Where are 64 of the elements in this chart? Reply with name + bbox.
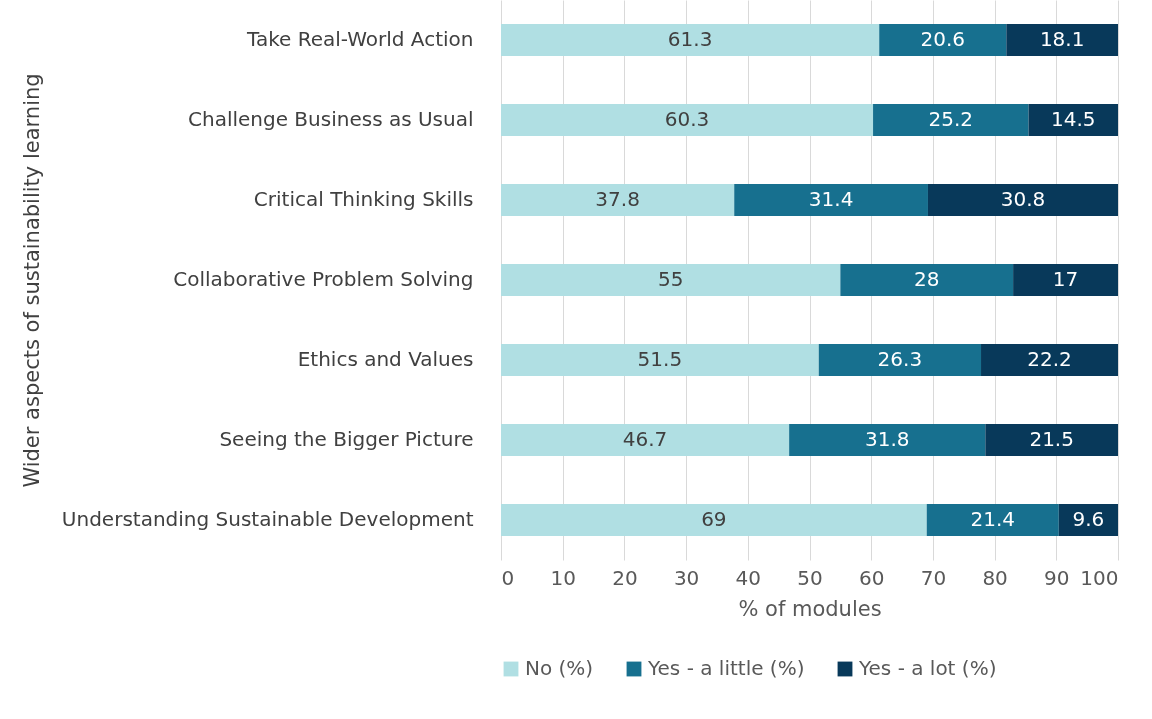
y-tick-label: Understanding Sustainable Development xyxy=(61,507,474,531)
x-tick-label: 20 xyxy=(612,565,638,590)
data-label: 37.8 xyxy=(595,187,640,211)
data-label: 28 xyxy=(914,267,940,291)
y-tick-label: Seeing the Bigger Picture xyxy=(219,427,474,451)
bar xyxy=(1006,24,1118,56)
bar xyxy=(1013,264,1118,296)
data-label: 21.5 xyxy=(1029,427,1074,451)
y-tick-label: Challenge Business as Usual xyxy=(188,107,474,131)
data-label: 30.8 xyxy=(1000,187,1046,211)
legend-label: Yes - a lot (%) xyxy=(858,656,997,680)
bar xyxy=(501,184,735,216)
bar xyxy=(734,184,928,216)
bar xyxy=(501,264,841,296)
x-tick-label: 100 xyxy=(1080,565,1119,590)
data-label: 9.6 xyxy=(1072,507,1105,531)
data-label: 31.4 xyxy=(808,187,854,211)
data-label: 25.2 xyxy=(928,107,974,131)
bar xyxy=(501,104,874,136)
bar xyxy=(879,24,1007,56)
bar xyxy=(981,344,1118,376)
data-label: 55 xyxy=(657,267,684,291)
y-tick-label: Take Real-World Action xyxy=(245,27,474,51)
bar xyxy=(501,504,927,536)
x-tick-label: 40 xyxy=(735,565,762,590)
x-tick-label: 90 xyxy=(1044,565,1070,590)
x-tick-label: 80 xyxy=(982,565,1008,590)
data-label: 18.1 xyxy=(1039,27,1085,51)
data-label: 14.5 xyxy=(1051,107,1096,131)
legend-label: No (%) xyxy=(525,656,594,680)
bar xyxy=(501,424,790,456)
bar xyxy=(818,344,982,376)
bar xyxy=(926,504,1059,536)
data-label: 22.2 xyxy=(1027,347,1072,371)
data-label: 20.6 xyxy=(920,27,966,51)
x-tick-label: 30 xyxy=(673,565,700,590)
bar xyxy=(840,264,1014,296)
data-label: 60.3 xyxy=(664,107,710,131)
bar xyxy=(985,424,1118,456)
x-tick-label: 70 xyxy=(920,565,947,590)
x-tick-label: 0 xyxy=(501,565,515,590)
data-label: 51.5 xyxy=(637,347,683,371)
y-axis-title: Wider aspects of sustainability learning xyxy=(19,73,44,488)
y-tick-label: Critical Thinking Skills xyxy=(253,187,474,211)
legend-label: Yes - a little (%) xyxy=(647,656,805,680)
x-tick-label: 50 xyxy=(797,565,823,590)
data-label: 61.3 xyxy=(667,27,713,51)
bar xyxy=(927,184,1118,216)
data-label: 17 xyxy=(1052,267,1079,291)
x-tick-label: 60 xyxy=(858,565,885,590)
data-label: 46.7 xyxy=(622,427,668,451)
bar xyxy=(789,424,986,456)
x-axis-title: % of modules xyxy=(738,596,882,621)
data-label: 26.3 xyxy=(877,347,923,371)
bar xyxy=(873,104,1029,136)
data-label: 31.8 xyxy=(864,427,910,451)
y-tick-label: Collaborative Problem Solving xyxy=(173,267,474,291)
y-tick-label: Ethics and Values xyxy=(297,347,474,371)
data-label: 21.4 xyxy=(970,507,1016,531)
data-label: 69 xyxy=(701,507,727,531)
x-tick-label: 10 xyxy=(550,565,576,590)
bar xyxy=(501,24,880,56)
bar xyxy=(1028,104,1118,136)
bar xyxy=(501,344,819,376)
